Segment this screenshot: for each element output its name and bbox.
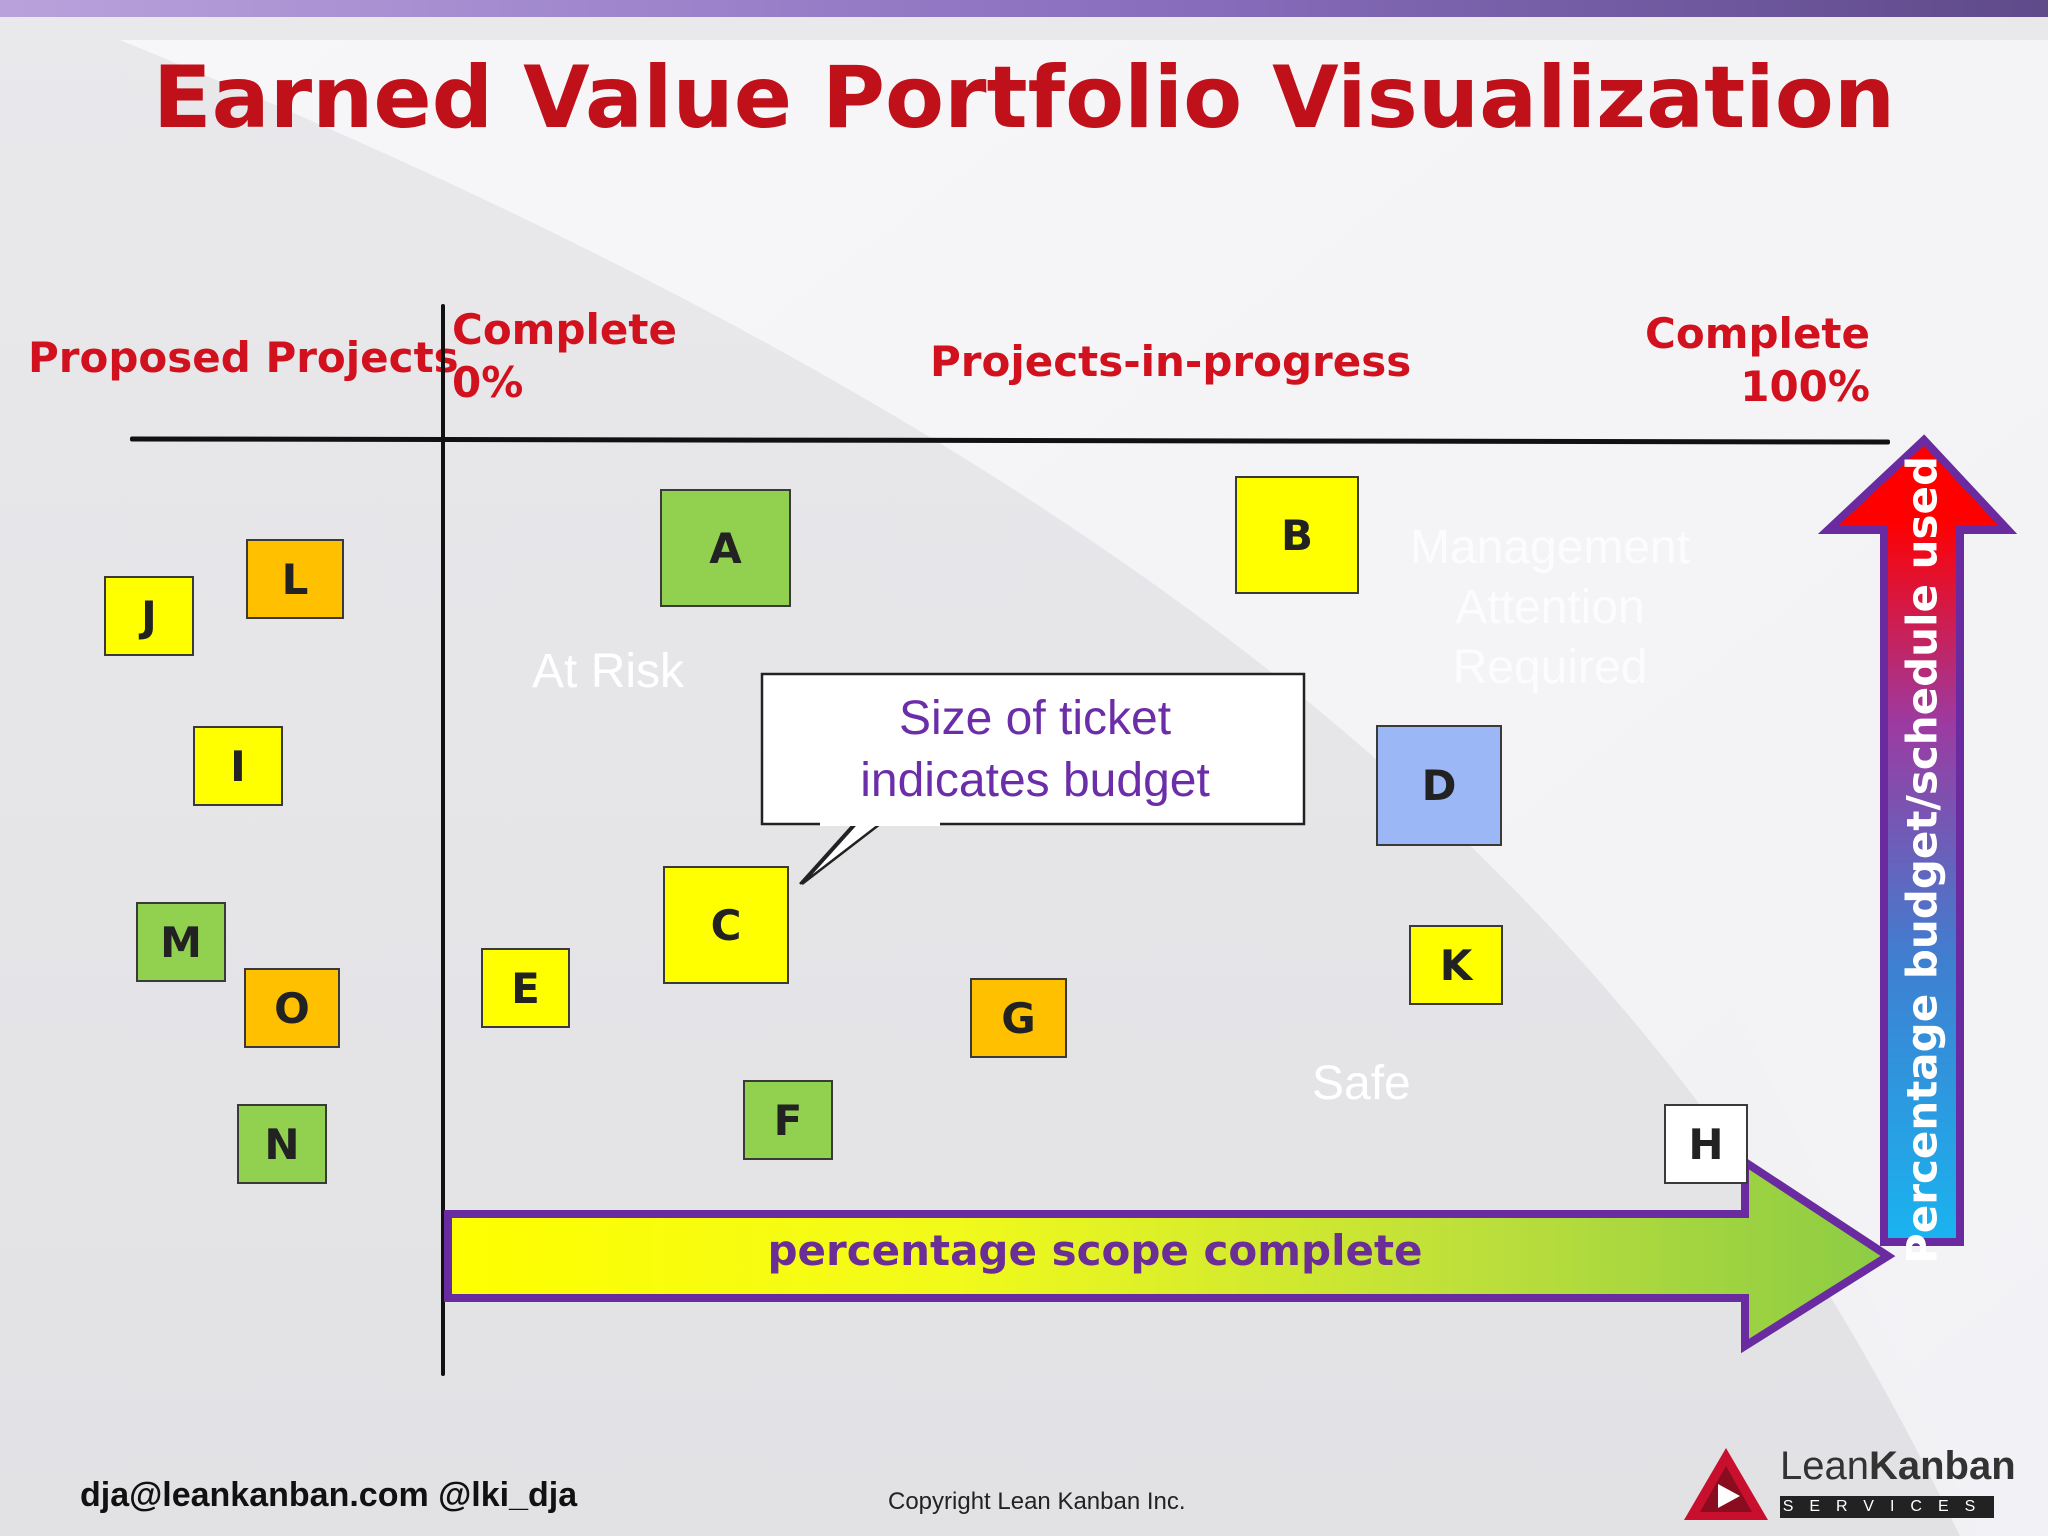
zone-safe: Safe: [1312, 1057, 1411, 1110]
ticket-label: K: [1439, 940, 1473, 990]
horizontal-arrow-shape: [444, 1154, 1896, 1354]
header-complete-100-line1: Complete: [1645, 309, 1870, 358]
logo-word-bold: Kanban: [1868, 1444, 2016, 1488]
zone-at-risk: At Risk: [532, 645, 685, 698]
header-complete-0: Complete 0%: [452, 304, 677, 409]
ticket-label: L: [281, 554, 309, 604]
slide-title: Earned Value Portfolio Visualization: [152, 48, 1896, 148]
ticket-o[interactable]: O: [244, 968, 340, 1048]
ticket-j[interactable]: J: [104, 576, 194, 656]
zone-management-line1: Management: [1409, 521, 1691, 574]
callout-bubble: [760, 672, 1306, 885]
header-complete-0-line2: 0%: [452, 357, 524, 407]
ticket-label: J: [141, 591, 157, 641]
zone-management-line3: Required: [1452, 641, 1648, 694]
ticket-label: O: [274, 983, 310, 1033]
footer-contact: dja@leankanban.com @lki_dja: [80, 1476, 578, 1514]
logo-wordmark: LeanKanban: [1780, 1444, 2016, 1489]
ticket-m[interactable]: M: [136, 902, 226, 982]
footer-copyright: Copyright Lean Kanban Inc.: [888, 1488, 1186, 1515]
vertical-arrow-shape: [1817, 434, 2018, 1246]
header-complete-100-line2: 100%: [1740, 361, 1870, 411]
ticket-label: E: [511, 963, 540, 1013]
ticket-n[interactable]: N: [237, 1104, 327, 1184]
logo-mark-icon: [1684, 1448, 1768, 1520]
ticket-d[interactable]: D: [1376, 725, 1502, 846]
zone-management-attention: Management Attention Required: [1380, 518, 1720, 698]
ticket-label: A: [709, 523, 742, 573]
zone-management-line2: Attention: [1455, 581, 1645, 634]
ticket-label: D: [1421, 761, 1457, 810]
logo-services: SERVICES: [1780, 1496, 1994, 1518]
ticket-label: N: [264, 1119, 300, 1169]
ticket-label: G: [1001, 993, 1036, 1043]
callout-line2: indicates budget: [860, 754, 1210, 808]
header-in-progress-label: Projects-in-progress: [930, 337, 1412, 386]
vertical-divider-line: [441, 304, 445, 1376]
ticket-label: C: [710, 900, 742, 950]
ticket-l[interactable]: L: [246, 539, 344, 619]
ticket-label: M: [160, 917, 202, 967]
ticket-a[interactable]: A: [660, 489, 791, 607]
ticket-g[interactable]: G: [970, 978, 1067, 1058]
ticket-h[interactable]: H: [1664, 1104, 1748, 1184]
ticket-i[interactable]: I: [193, 726, 283, 806]
ticket-b[interactable]: B: [1235, 476, 1359, 594]
ticket-c[interactable]: C: [663, 866, 789, 984]
logo-word-light: Lean: [1780, 1444, 1869, 1488]
leankanban-logo: LeanKanban SERVICES: [1680, 1444, 2016, 1524]
header-proposed-label: Proposed Projects: [28, 333, 459, 382]
ticket-label: F: [773, 1095, 803, 1145]
callout-text: Size of ticket indicates budget: [766, 688, 1304, 813]
header-complete-0-line1: Complete: [452, 305, 677, 354]
vertical-arrow-label: Percentage budget/schedule used: [1897, 455, 1947, 1265]
header-proposed-projects: Proposed Projects: [28, 332, 459, 385]
ticket-label: I: [230, 741, 246, 791]
top-accent-bar: [0, 0, 2048, 17]
callout-line1: Size of ticket: [898, 692, 1172, 745]
ticket-e[interactable]: E: [481, 948, 570, 1028]
ticket-f[interactable]: F: [743, 1080, 833, 1160]
horizontal-arrow-label: percentage scope complete: [767, 1226, 1423, 1275]
header-projects-in-progress: Projects-in-progress: [930, 336, 1411, 389]
ticket-label: H: [1688, 1119, 1724, 1169]
ticket-k[interactable]: K: [1409, 925, 1503, 1005]
header-complete-100: Complete 100%: [1560, 308, 1870, 413]
ticket-label: B: [1280, 510, 1313, 560]
